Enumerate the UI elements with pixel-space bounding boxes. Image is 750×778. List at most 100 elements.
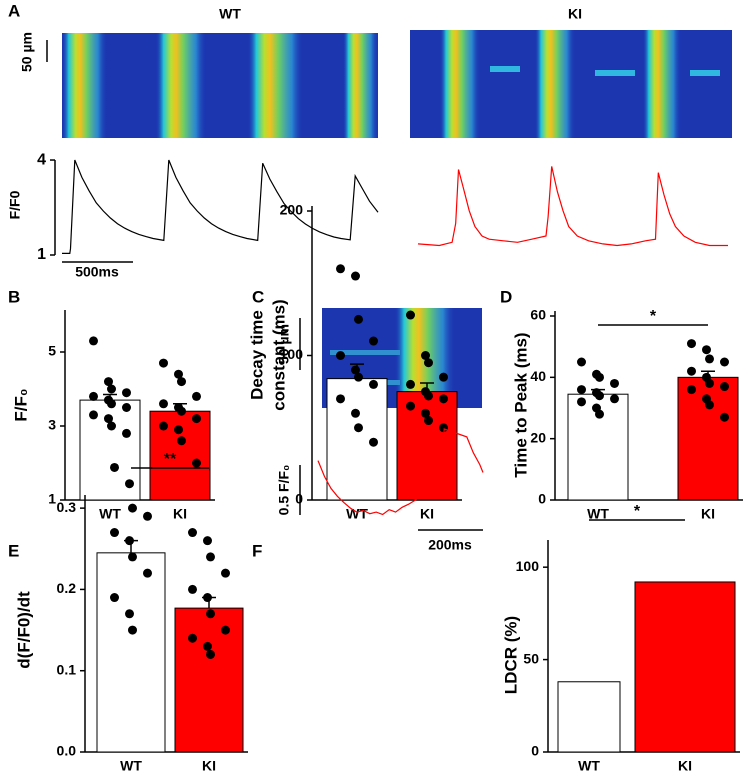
linescan-band [535, 30, 575, 138]
y-tick-label: 1 [48, 491, 56, 507]
data-point [159, 358, 168, 368]
bar [174, 607, 244, 753]
x-tick-label: WT [587, 506, 609, 522]
data-point [354, 423, 363, 433]
data-point [159, 421, 168, 431]
panel-label: B [8, 287, 20, 306]
y-axis-label: constant (ms) [269, 299, 288, 410]
data-point [720, 382, 729, 392]
data-point [107, 421, 116, 431]
data-point [159, 399, 168, 409]
panel-label: D [500, 287, 512, 306]
y-tick-label: 0.1 [57, 661, 77, 677]
data-point [336, 394, 345, 404]
data-point [104, 414, 113, 424]
x-tick-label: KI [420, 506, 434, 522]
y-axis-label: LDCR (%) [501, 616, 520, 694]
data-point [720, 412, 729, 422]
y-tick-label: 0.3 [57, 499, 77, 515]
data-point [110, 593, 119, 603]
data-point [705, 400, 714, 410]
wave [330, 350, 400, 355]
x-tick-label: KI [701, 506, 715, 522]
panel-label: A [8, 1, 20, 20]
data-point [110, 462, 119, 472]
panel-label: F [252, 541, 262, 560]
y-axis-label: Time to Peak (ms) [511, 332, 530, 477]
data-point [687, 339, 696, 349]
data-point [206, 609, 215, 619]
data-point [203, 593, 212, 603]
panel-label: C [252, 287, 264, 306]
data-point [595, 409, 604, 419]
data-point [610, 378, 619, 388]
data-point [369, 437, 378, 447]
heatmaps [62, 30, 732, 408]
data-point [107, 384, 116, 394]
y-tick-label: 4 [37, 151, 46, 168]
y-tick-label: 1 [37, 246, 46, 263]
data-point [110, 528, 119, 538]
title: WT [219, 6, 241, 22]
data-point [125, 479, 134, 489]
data-point [610, 394, 619, 404]
bar [557, 681, 621, 753]
data-point [89, 410, 98, 420]
data-point [188, 633, 197, 643]
data-point [406, 401, 415, 411]
x-tick-label: WT [120, 758, 142, 774]
data-point [336, 351, 345, 360]
x-tick-label: KI [678, 758, 692, 774]
data-point [336, 264, 345, 274]
data-point [177, 377, 186, 387]
data-point [188, 528, 197, 538]
data-point [351, 365, 360, 375]
panel-label: E [8, 541, 19, 560]
data-point [174, 369, 183, 379]
y-tick-label: 3 [48, 417, 56, 433]
bar [326, 378, 388, 501]
x-tick-label: WT [99, 506, 121, 522]
data-point [107, 399, 116, 409]
data-point [143, 511, 152, 521]
y-tick-label: 40 [530, 368, 546, 384]
data-point [577, 385, 586, 395]
data-point [424, 416, 433, 426]
data-point [354, 372, 363, 382]
data-point [122, 388, 131, 398]
x-tick-label: WT [346, 506, 368, 522]
x-tick-label: KI [173, 506, 187, 522]
data-point [128, 625, 137, 635]
data-point [439, 372, 448, 382]
data-point [577, 397, 586, 407]
trace [317, 428, 484, 516]
data-point [720, 357, 729, 367]
linescan-band [62, 33, 107, 138]
data-point [424, 391, 433, 401]
data-point [188, 584, 197, 594]
trace [417, 166, 728, 247]
y-axis-label: F/F₀ [11, 388, 30, 421]
bar [396, 391, 458, 501]
bar [634, 581, 736, 753]
data-point [122, 428, 131, 438]
data-point [177, 406, 186, 416]
y-tick-label: 0 [538, 491, 546, 507]
data-point [128, 503, 137, 513]
linescan-band [643, 30, 681, 138]
y-tick-label: 0.2 [57, 580, 77, 596]
data-point [439, 394, 448, 404]
data-point [421, 351, 430, 360]
bar [149, 410, 211, 501]
data-point [221, 568, 230, 578]
significance-label: ** [164, 451, 177, 468]
y-tick-label: 100 [280, 346, 304, 362]
data-point [369, 379, 378, 389]
linescan-wt [62, 33, 378, 138]
wave [490, 66, 520, 72]
x-tick-label: KI [202, 758, 216, 774]
data-point [203, 536, 212, 546]
data-point [687, 385, 696, 395]
data-point [122, 403, 131, 412]
